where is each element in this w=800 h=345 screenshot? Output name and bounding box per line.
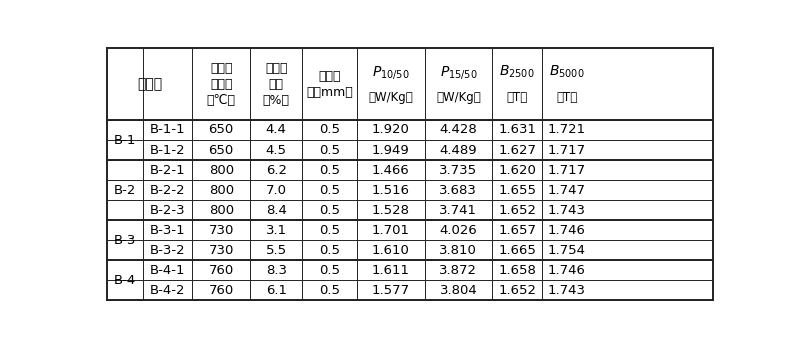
Text: 1.754: 1.754 xyxy=(548,244,586,257)
Text: 6.1: 6.1 xyxy=(266,284,286,297)
Text: 0.5: 0.5 xyxy=(319,204,340,217)
Text: 中间退
火温度
（℃）: 中间退 火温度 （℃） xyxy=(206,61,236,107)
Text: （W/Kg）: （W/Kg） xyxy=(368,91,413,104)
Text: $P_{\mathrm{10/50}}$: $P_{\mathrm{10/50}}$ xyxy=(372,63,410,80)
Text: 760: 760 xyxy=(209,264,234,277)
Text: 650: 650 xyxy=(209,144,234,157)
Text: 1.746: 1.746 xyxy=(548,264,586,277)
Text: 0.5: 0.5 xyxy=(319,164,340,177)
Text: 临界压
下量
（%）: 临界压 下量 （%） xyxy=(262,61,290,107)
Text: 1.466: 1.466 xyxy=(372,164,410,177)
Text: 1.652: 1.652 xyxy=(498,204,536,217)
Text: 1.657: 1.657 xyxy=(498,224,536,237)
Text: 800: 800 xyxy=(209,184,234,197)
Text: B-2-2: B-2-2 xyxy=(150,184,185,197)
Text: 3.804: 3.804 xyxy=(439,284,478,297)
Text: 4.489: 4.489 xyxy=(439,144,478,157)
Text: 3.810: 3.810 xyxy=(439,244,478,257)
Text: B-4-1: B-4-1 xyxy=(150,264,185,277)
Text: 试样号: 试样号 xyxy=(138,77,162,91)
Text: B-1: B-1 xyxy=(114,134,136,147)
Text: （W/Kg）: （W/Kg） xyxy=(436,91,481,104)
Text: 0.5: 0.5 xyxy=(319,244,340,257)
Text: 4.026: 4.026 xyxy=(439,224,478,237)
Text: 1.949: 1.949 xyxy=(372,144,410,157)
Text: 4.4: 4.4 xyxy=(266,124,286,137)
Text: 1.665: 1.665 xyxy=(498,244,536,257)
Text: 760: 760 xyxy=(209,284,234,297)
Text: 1.610: 1.610 xyxy=(372,244,410,257)
Text: 4.428: 4.428 xyxy=(439,124,478,137)
Text: 8.3: 8.3 xyxy=(266,264,286,277)
Text: 1.620: 1.620 xyxy=(498,164,536,177)
Text: 8.4: 8.4 xyxy=(266,204,286,217)
Text: 1.920: 1.920 xyxy=(372,124,410,137)
Text: 1.528: 1.528 xyxy=(372,204,410,217)
Text: B-2: B-2 xyxy=(114,184,136,197)
Text: 3.872: 3.872 xyxy=(439,264,478,277)
Text: B-4-2: B-4-2 xyxy=(150,284,185,297)
Text: B-1-2: B-1-2 xyxy=(150,144,185,157)
Text: B-3-2: B-3-2 xyxy=(150,244,185,257)
Text: 800: 800 xyxy=(209,204,234,217)
Text: 0.5: 0.5 xyxy=(319,264,340,277)
Text: 1.611: 1.611 xyxy=(372,264,410,277)
Text: 730: 730 xyxy=(209,224,234,237)
Text: 1.746: 1.746 xyxy=(548,224,586,237)
Text: 5.5: 5.5 xyxy=(266,244,287,257)
Text: 1.747: 1.747 xyxy=(548,184,586,197)
Text: 0.5: 0.5 xyxy=(319,284,340,297)
Text: （T）: （T） xyxy=(506,91,528,104)
Text: 6.2: 6.2 xyxy=(266,164,286,177)
Text: 3.741: 3.741 xyxy=(439,204,478,217)
Text: 1.577: 1.577 xyxy=(371,284,410,297)
Text: 1.743: 1.743 xyxy=(548,204,586,217)
Text: 1.627: 1.627 xyxy=(498,144,536,157)
Text: 1.717: 1.717 xyxy=(548,144,586,157)
Text: 0.5: 0.5 xyxy=(319,144,340,157)
Text: $B_{\mathrm{2500}}$: $B_{\mathrm{2500}}$ xyxy=(499,64,535,80)
Text: 0.5: 0.5 xyxy=(319,124,340,137)
Text: 4.5: 4.5 xyxy=(266,144,286,157)
Text: $B_{\mathrm{5000}}$: $B_{\mathrm{5000}}$ xyxy=(549,64,585,80)
Text: 1.743: 1.743 xyxy=(548,284,586,297)
Text: 1.655: 1.655 xyxy=(498,184,536,197)
Text: 1.717: 1.717 xyxy=(548,164,586,177)
Text: 650: 650 xyxy=(209,124,234,137)
Text: 1.652: 1.652 xyxy=(498,284,536,297)
Text: B-4: B-4 xyxy=(114,274,136,287)
Text: 0.5: 0.5 xyxy=(319,224,340,237)
Text: 3.735: 3.735 xyxy=(439,164,478,177)
Text: 3.683: 3.683 xyxy=(439,184,478,197)
Text: 1.658: 1.658 xyxy=(498,264,536,277)
Text: 0.5: 0.5 xyxy=(319,184,340,197)
Text: $P_{\mathrm{15/50}}$: $P_{\mathrm{15/50}}$ xyxy=(439,63,478,80)
Text: 800: 800 xyxy=(209,164,234,177)
Text: B-3-1: B-3-1 xyxy=(150,224,185,237)
Text: 成品厚
度（mm）: 成品厚 度（mm） xyxy=(306,69,353,99)
Text: B-3: B-3 xyxy=(114,234,136,247)
Text: 3.1: 3.1 xyxy=(266,224,287,237)
Text: B-2-1: B-2-1 xyxy=(150,164,185,177)
Text: （T）: （T） xyxy=(556,91,578,104)
Text: 1.701: 1.701 xyxy=(372,224,410,237)
Text: 1.516: 1.516 xyxy=(372,184,410,197)
Text: 1.631: 1.631 xyxy=(498,124,536,137)
Text: B-1-1: B-1-1 xyxy=(150,124,185,137)
Text: B-2-3: B-2-3 xyxy=(150,204,185,217)
Text: 730: 730 xyxy=(209,244,234,257)
Text: 1.721: 1.721 xyxy=(548,124,586,137)
Text: 7.0: 7.0 xyxy=(266,184,286,197)
